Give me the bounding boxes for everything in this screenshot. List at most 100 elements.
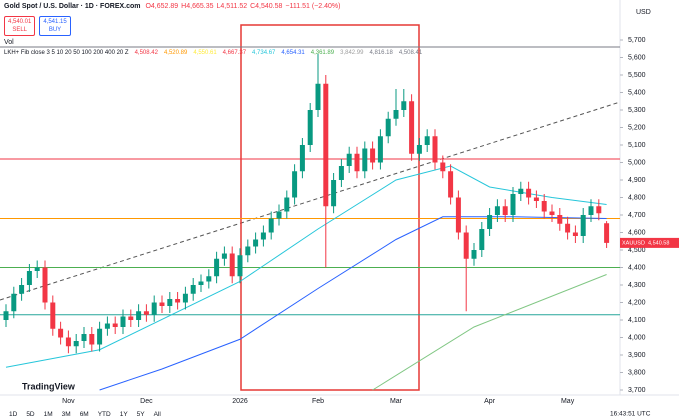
y-tick-label: 4,500 bbox=[628, 247, 646, 254]
candle-body bbox=[432, 136, 438, 163]
timeframe-button[interactable]: 3M bbox=[61, 411, 71, 418]
candle-body bbox=[494, 206, 500, 215]
timeframes: 1D 5D 1M 3M 6M YTD 1Y 5Y All bbox=[6, 411, 167, 418]
candle-body bbox=[284, 197, 290, 212]
indicator: LKH+ Fib close 3 5 10 20 50 100 200 400 … bbox=[4, 50, 428, 56]
price-tag-value: 4,540.58 bbox=[648, 240, 669, 246]
candle-body bbox=[572, 232, 578, 236]
y-tick-label: 4,300 bbox=[628, 282, 646, 289]
timeframe-button[interactable]: YTD bbox=[97, 411, 111, 418]
candle-body bbox=[151, 302, 157, 315]
y-tick-label: 5,000 bbox=[628, 159, 646, 166]
candle-body bbox=[245, 246, 251, 256]
buy-button[interactable]: 4,541.15 BUY bbox=[39, 16, 71, 36]
candle-body bbox=[526, 188, 532, 198]
timeframe-button[interactable]: 1M bbox=[43, 411, 53, 418]
header: Gold Spot / U.S. Dollar · 1D · FOREX.com… bbox=[4, 3, 340, 10]
candle-body bbox=[596, 206, 602, 214]
candle-body bbox=[292, 171, 298, 198]
x-tick-label: Apr bbox=[484, 398, 496, 405]
candle-body bbox=[221, 253, 227, 259]
candle-body bbox=[463, 232, 469, 259]
candle-body bbox=[26, 271, 32, 285]
candle-body bbox=[268, 218, 274, 233]
highlight-box bbox=[240, 24, 420, 391]
y-tick-label: 3,900 bbox=[628, 352, 646, 359]
indicator-value: 4,734.67 bbox=[252, 50, 276, 56]
candle-body bbox=[65, 337, 71, 347]
candle-body bbox=[541, 201, 547, 212]
trade-buttons: 4,540.01 SELL 4,541.15 BUY bbox=[4, 16, 73, 36]
candle-body bbox=[175, 299, 181, 303]
candle-body bbox=[557, 215, 563, 224]
candle-body bbox=[237, 255, 243, 277]
candle-body bbox=[323, 83, 329, 207]
timeframe-button[interactable]: 1Y bbox=[119, 411, 128, 418]
candle-body bbox=[81, 334, 87, 341]
candle-body bbox=[331, 180, 337, 207]
x-tick-label: May bbox=[561, 398, 575, 405]
ohlc: O4,652.89 H4,665.35 L4,511.52 C4,540.58 −111… bbox=[142, 3, 340, 10]
indicator-value: 4,361.89 bbox=[310, 50, 335, 56]
candle-body bbox=[112, 323, 118, 327]
y-tick-label: 5,400 bbox=[628, 89, 646, 96]
candle-body bbox=[565, 223, 571, 233]
candle-body bbox=[533, 197, 539, 201]
candle-body bbox=[182, 293, 188, 303]
y-tick-label: 3,700 bbox=[628, 387, 646, 394]
candle-body bbox=[354, 153, 360, 172]
currency: USD bbox=[636, 9, 651, 16]
candle-body bbox=[510, 194, 516, 215]
y-tick-label: 4,400 bbox=[628, 264, 646, 271]
y-tick-label: 4,000 bbox=[628, 334, 646, 341]
indicator-value: 4,550.61 bbox=[193, 50, 217, 56]
candle-body bbox=[604, 223, 610, 243]
candle-body bbox=[346, 153, 352, 166]
indicator-value: 4,816.18 bbox=[369, 50, 393, 56]
price-tag-symbol: XAUUSD bbox=[622, 240, 645, 246]
candle-body bbox=[440, 162, 446, 172]
sell-button[interactable]: 4,540.01 SELL bbox=[4, 16, 36, 36]
candle-body bbox=[3, 311, 9, 320]
candle-body bbox=[136, 311, 142, 320]
candle-body bbox=[104, 323, 110, 329]
candle-body bbox=[362, 148, 368, 172]
symbol-title: Gold Spot / U.S. Dollar · 1D · FOREX.com bbox=[4, 3, 141, 10]
candle-body bbox=[167, 299, 173, 306]
candle-body bbox=[487, 215, 493, 229]
timeframe-button[interactable]: 5Y bbox=[136, 411, 145, 418]
candle-body bbox=[97, 328, 103, 345]
indicator-value: 4,508.42 bbox=[134, 50, 158, 56]
timeframe-button[interactable]: 6M bbox=[79, 411, 89, 418]
timeframe-button[interactable]: 1D bbox=[9, 411, 18, 418]
vol: Vol bbox=[4, 39, 14, 46]
candle-body bbox=[11, 293, 17, 312]
x-tick-label: Nov bbox=[62, 398, 75, 405]
indicator-name: LKH+ Fib close 3 5 10 20 50 100 200 400 … bbox=[4, 50, 129, 56]
y-tick-label: 3,800 bbox=[628, 369, 646, 376]
y-tick-label: 5,200 bbox=[628, 124, 646, 131]
candle-body bbox=[253, 239, 259, 247]
candle-body bbox=[393, 110, 399, 119]
timeframe-button[interactable]: 5D bbox=[26, 411, 35, 418]
candle-body bbox=[159, 302, 165, 306]
price-tag bbox=[620, 237, 679, 248]
x-tick-label: Feb bbox=[312, 398, 324, 405]
candle-body bbox=[479, 229, 485, 250]
indicator-value: 4,520.89 bbox=[163, 50, 188, 56]
y-tick-label: 4,900 bbox=[628, 177, 646, 184]
candle-body bbox=[370, 148, 376, 163]
y-tick-label: 5,100 bbox=[628, 142, 646, 149]
ohlc-value: O4,652.89 bbox=[145, 3, 179, 10]
candle-body bbox=[58, 328, 64, 338]
candle-body bbox=[19, 285, 25, 294]
y-tick-label: 4,100 bbox=[628, 317, 646, 324]
buy-label: BUY bbox=[48, 27, 62, 33]
candle-body bbox=[42, 267, 48, 303]
timeframe-button[interactable]: All bbox=[153, 411, 161, 418]
y-tick-label: 5,500 bbox=[628, 72, 646, 79]
candle-body bbox=[424, 136, 430, 145]
y-tick-label: 5,600 bbox=[628, 54, 646, 61]
candle-body bbox=[549, 211, 555, 215]
